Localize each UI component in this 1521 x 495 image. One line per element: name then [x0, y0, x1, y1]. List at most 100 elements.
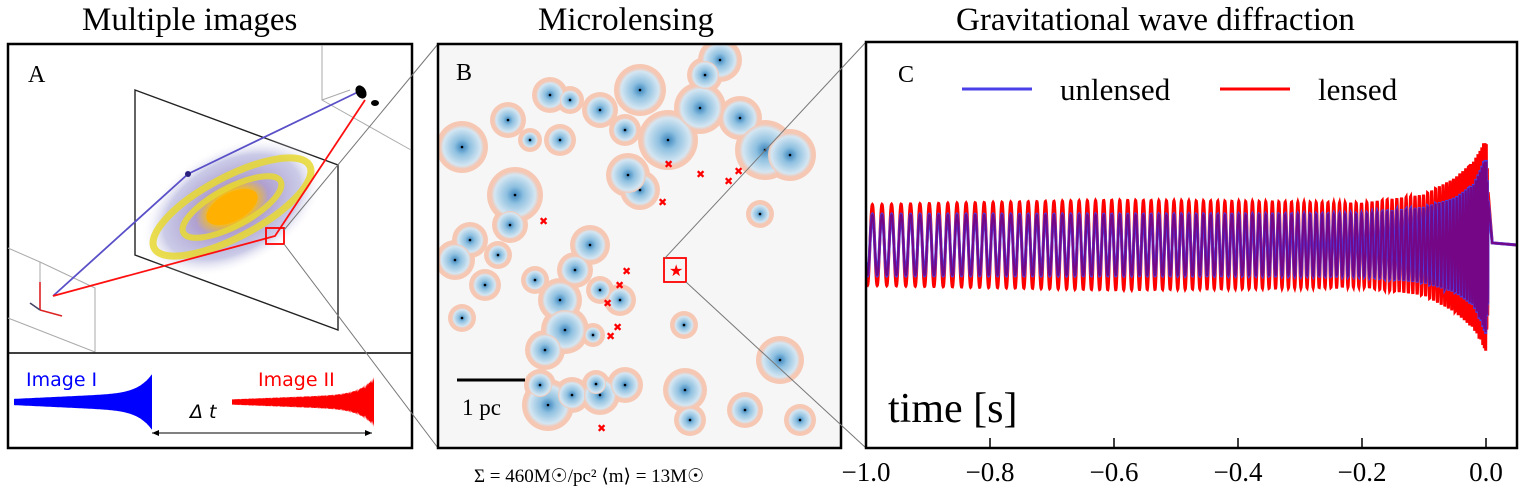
- x-tick-label: −0.4: [1214, 457, 1263, 487]
- microimage-cross-icon: ✖: [606, 330, 615, 343]
- microlens-star-center: [558, 138, 562, 142]
- microimage-cross-icon: ✖: [603, 297, 612, 310]
- panel-a-letter: A: [28, 62, 46, 88]
- microlens-star-center: [460, 145, 464, 149]
- microlens-star-center: [568, 98, 572, 102]
- microlens-star-center: [591, 333, 595, 337]
- microlens-star-center: [460, 316, 464, 320]
- panel-b-caption: Σ = 460M☉/pc² ⟨m⟩ = 13M☉: [474, 466, 704, 487]
- microlens-star-center: [483, 283, 487, 287]
- image-1-label: Image I: [26, 369, 97, 391]
- microlens-star-center: [508, 223, 512, 227]
- microimage-cross-icon: ✖: [539, 215, 548, 228]
- panel-c-letter: C: [898, 62, 915, 88]
- legend-label-unlensed: unlensed: [1060, 72, 1171, 107]
- microlens-star-center: [626, 173, 630, 177]
- panel-b-letter: B: [456, 60, 473, 86]
- microimage-cross-icon: ✖: [613, 321, 622, 334]
- microlens-star-center: [588, 243, 592, 247]
- microlens-star-center: [638, 188, 642, 192]
- time-delay-label: Δ t: [188, 401, 218, 423]
- microlens-star-center: [666, 138, 670, 142]
- x-axis: −1.0 −0.8 −0.6 −0.4 −0.2 0.0: [842, 438, 1503, 487]
- ray-image-2: [52, 99, 366, 297]
- panel-c-title: Gravitational wave diffraction: [956, 2, 1355, 38]
- microimage-cross-icon: ✖: [696, 168, 705, 181]
- x-tick-label: −0.6: [1090, 457, 1139, 487]
- microlens-star-center: [506, 118, 510, 122]
- microlens-star-center: [738, 116, 742, 120]
- microimage-cross-icon: ✖: [622, 265, 631, 278]
- image-1-waveform: [14, 374, 152, 430]
- microlens-star-center: [528, 138, 532, 142]
- microlens-star-center: [682, 323, 686, 327]
- microlens-star-center: [496, 253, 500, 257]
- microlens-star-center: [570, 393, 574, 397]
- microlens-star-center: [718, 58, 722, 62]
- series-overlap-line: [866, 161, 1517, 333]
- microlens-star-center: [546, 403, 550, 407]
- microlens-star-center: [618, 298, 622, 302]
- source-star-icon: ★: [669, 261, 683, 280]
- microlens-star-center: [698, 106, 702, 110]
- image-2-label: Image II: [258, 369, 335, 391]
- panel-a: Image I Image II Δ t: [6, 42, 414, 450]
- microimage-cross-icon: ✖: [734, 165, 743, 178]
- image-2-waveform: [232, 377, 374, 427]
- panel-b-title: Microlensing: [538, 2, 714, 38]
- microlens-star-center: [563, 328, 567, 332]
- microlens-star-center: [594, 382, 598, 386]
- microlens-star-center: [538, 383, 542, 387]
- x-axis-label: time [s]: [888, 386, 1017, 432]
- connector-bc-bottom: [685, 281, 867, 449]
- source-galaxy-icon: [355, 85, 367, 99]
- panel-a-title: Multiple images: [82, 2, 298, 38]
- microlens-star-center: [743, 408, 747, 412]
- microlens-star-center: [543, 348, 547, 352]
- x-tick-label: 0.0: [1469, 457, 1503, 487]
- microlens-star-center: [453, 258, 457, 262]
- panel-c-frame: [864, 40, 1519, 450]
- microimage-cross-icon: ✖: [658, 196, 667, 209]
- microimage-markers: ✖✖ ✖✖✖✖✖✖✖✖✖✖: [539, 158, 743, 435]
- microlens-star-center: [703, 73, 707, 77]
- microimage-cross-icon: ✖: [724, 175, 733, 188]
- x-tick-label: −1.0: [842, 457, 891, 487]
- microimage-cross-icon: ✖: [615, 279, 624, 292]
- microlens-star-center: [778, 358, 782, 362]
- connector-bc-top: [664, 41, 867, 259]
- microlens-star-center: [598, 393, 602, 397]
- microlens-field: [438, 44, 816, 436]
- microlens-star-center: [548, 93, 552, 97]
- panel-b: ✖✖ ✖✖✖✖✖✖✖✖✖✖ ★ 1 pc Σ = 460M☉/pc² ⟨m⟩ = …: [436, 42, 843, 487]
- panel-b-frame: [436, 42, 843, 450]
- scale-bar-label: 1 pc: [462, 395, 501, 420]
- microlens-star-center: [788, 153, 792, 157]
- microlens-star-center: [513, 193, 517, 197]
- microlens-star-center: [798, 418, 802, 422]
- x-tick-label: −0.2: [1338, 457, 1387, 487]
- microimage-cross-icon: ✖: [597, 422, 606, 435]
- observer-axes-icon: [29, 282, 63, 317]
- microlens-star-center: [468, 238, 472, 242]
- source-companion-icon: [371, 100, 379, 106]
- image-point-1: [185, 171, 191, 177]
- connector-ab-bottom: [283, 243, 439, 449]
- connector-ab-top: [283, 43, 439, 231]
- legend-label-lensed: lensed: [1318, 72, 1398, 107]
- microlens-star-center: [683, 388, 687, 392]
- zoom-box-a: [265, 227, 285, 245]
- x-tick-label: −0.8: [966, 457, 1015, 487]
- microlens-star-center: [688, 418, 692, 422]
- zoom-box-b: [663, 257, 687, 283]
- microimage-cross-icon: ✖: [664, 158, 673, 171]
- microlens-star-center: [623, 128, 627, 132]
- microlens-star-center: [558, 298, 562, 302]
- microlens-star-center: [623, 383, 627, 387]
- microlens-star-center: [573, 268, 577, 272]
- microlens-star-center: [598, 288, 602, 292]
- microlens-star-center: [638, 88, 642, 92]
- panel-a-frame: [6, 42, 414, 450]
- panel-c: −1.0 −0.8 −0.6 −0.4 −0.2 0.0 unlensed lensed …: [842, 40, 1519, 487]
